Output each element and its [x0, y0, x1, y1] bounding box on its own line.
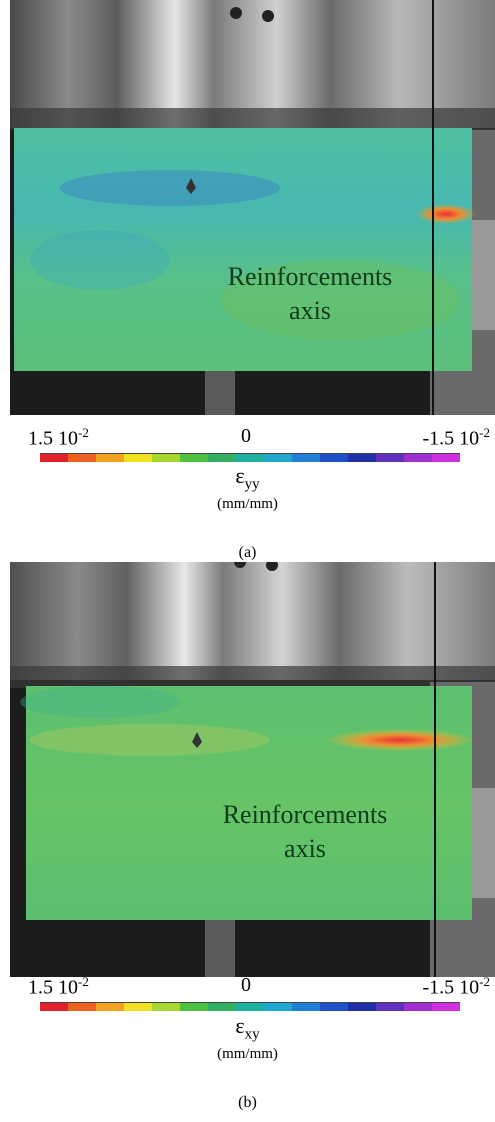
colorbar-max-label: -1.5 10-2 [422, 974, 490, 999]
reinforcements-axis-label: Reinforcements axis [227, 262, 393, 325]
colorbar-segment [292, 1003, 320, 1011]
colorbar-segment [376, 454, 404, 462]
colorbar-segment [320, 1003, 348, 1011]
colorbar-segment [432, 454, 460, 462]
panel-caption: (b) [238, 1094, 257, 1111]
colorbar-segment [96, 454, 124, 462]
colorbar-scale [40, 1002, 460, 1011]
colorbar-segment [376, 1003, 404, 1011]
strain-component-label: εxy [235, 1013, 260, 1043]
colorbar-mid-label: 0 [241, 425, 251, 447]
colorbar-segment [180, 454, 208, 462]
colorbar-segment [40, 1003, 68, 1011]
colorbar-max-label: -1.5 10-2 [422, 425, 490, 450]
colorbar-min-label: 1.5 10-2 [28, 974, 89, 999]
strain-component-label: εyy [235, 463, 260, 493]
colorbar-segment [348, 454, 376, 462]
units-label: (mm/mm) [217, 496, 278, 512]
colorbar-segment [320, 454, 348, 462]
panel-caption: (a) [238, 544, 257, 561]
units-label: (mm/mm) [217, 1046, 278, 1062]
colorbar-segment [264, 1003, 292, 1011]
colorbar-a: 1.5 10-2 0 -1.5 10-2 [28, 425, 490, 462]
colorbar-segment [208, 454, 236, 462]
colorbar-segment [264, 454, 292, 462]
colorbar-segment [236, 1003, 264, 1011]
colorbar-segment [124, 454, 152, 462]
colorbar-mid-label: 0 [241, 974, 251, 996]
colorbar-segment [124, 1003, 152, 1011]
colorbar-segment [208, 1003, 236, 1011]
dic-photo-b: Reinforcements axis [10, 562, 495, 977]
reinforcements-axis-label: Reinforcements axis [222, 800, 388, 863]
colorbar-segment [152, 454, 180, 462]
colorbar-segment [292, 454, 320, 462]
colorbar-segment [180, 1003, 208, 1011]
colorbar-segment [96, 1003, 124, 1011]
colorbar-segment [68, 454, 96, 462]
colorbar-segment [432, 1003, 460, 1011]
colorbar-segment [152, 1003, 180, 1011]
colorbar-segment [236, 454, 264, 462]
colorbar-segment [404, 454, 432, 462]
colorbar-segment [348, 1003, 376, 1011]
dic-photo-a: Reinforcements axis [10, 0, 495, 415]
colorbar-min-label: 1.5 10-2 [28, 425, 89, 450]
colorbar-scale [40, 453, 460, 462]
colorbar-segment [68, 1003, 96, 1011]
colorbar-b: 1.5 10-2 0 -1.5 10-2 [28, 974, 490, 1011]
colorbar-segment [404, 1003, 432, 1011]
colorbar-segment [40, 454, 68, 462]
